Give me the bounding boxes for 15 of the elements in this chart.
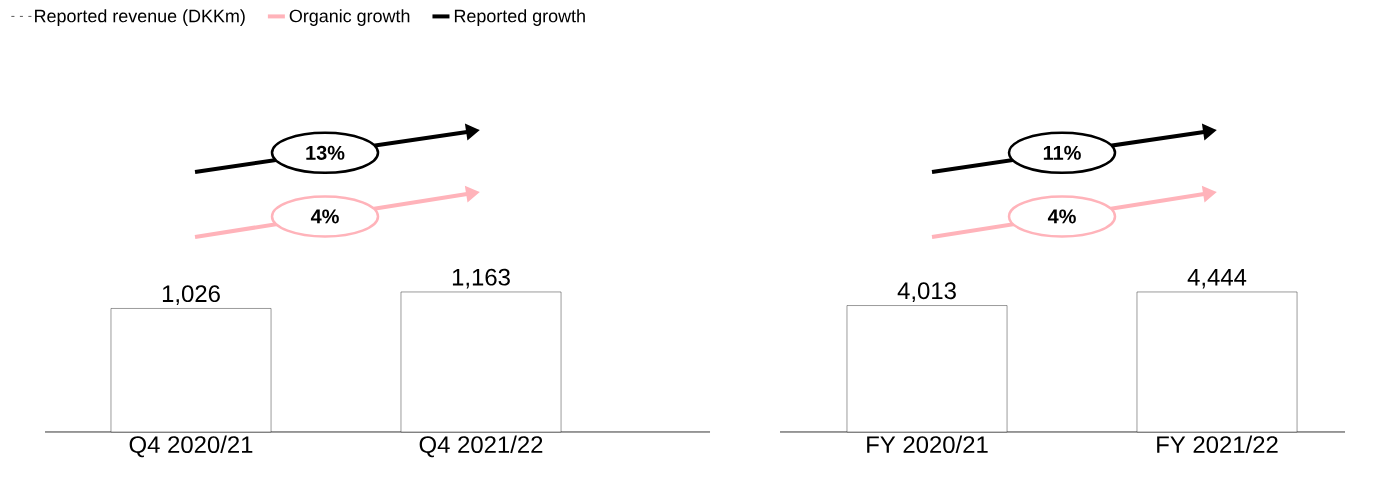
data-label: 4,444 bbox=[1187, 268, 1247, 289]
legend-label: Reported revenue (DKKm) bbox=[35, 9, 245, 26]
legend-label: Organic growth bbox=[289, 9, 410, 26]
data-label: 4,013 bbox=[897, 282, 956, 303]
text: 4% bbox=[310, 209, 339, 224]
x-tick-label: FY 2021/22 bbox=[1157, 435, 1278, 454]
text: 11% bbox=[1043, 145, 1081, 160]
legend-label: Reported growth bbox=[454, 9, 585, 26]
x-tick-label: Q4 2020/21 bbox=[129, 435, 253, 458]
text: 4% bbox=[1047, 209, 1076, 224]
text: 13% bbox=[306, 145, 345, 160]
data-label: 1,026 bbox=[162, 285, 220, 305]
x-tick-label: Q4 2021/22 bbox=[419, 435, 543, 458]
data-label: 1,163 bbox=[452, 268, 510, 289]
x-tick-label: FY 2020/21 bbox=[867, 435, 988, 454]
